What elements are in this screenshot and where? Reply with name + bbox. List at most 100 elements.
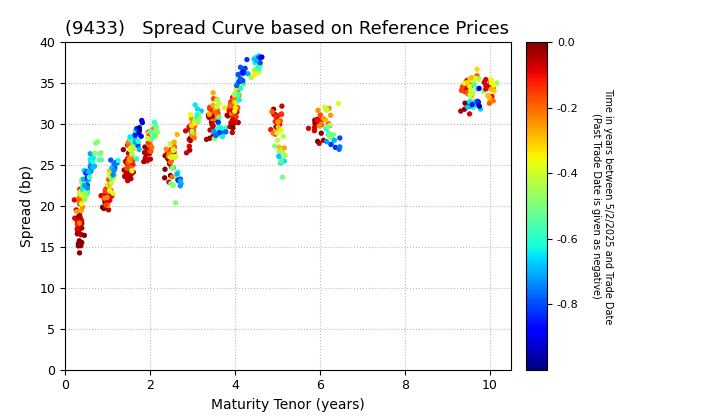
Point	[125, 134, 136, 140]
Point	[277, 174, 289, 181]
Point	[128, 144, 140, 150]
Point	[78, 182, 90, 189]
Point	[226, 110, 238, 117]
Point	[144, 146, 156, 152]
Point	[122, 167, 134, 173]
Point	[174, 183, 186, 189]
Point	[99, 189, 111, 196]
Point	[120, 173, 131, 179]
Point	[487, 84, 499, 91]
Point	[270, 129, 282, 136]
Point	[210, 109, 221, 116]
Point	[253, 54, 264, 60]
Point	[71, 225, 83, 232]
Point	[168, 153, 179, 160]
Point	[81, 192, 92, 199]
Point	[275, 127, 287, 134]
Point	[84, 156, 96, 163]
Point	[122, 142, 134, 149]
Point	[466, 102, 477, 109]
Point	[250, 60, 261, 67]
Point	[125, 158, 136, 164]
Point	[143, 132, 155, 139]
Point	[88, 155, 99, 161]
Point	[99, 188, 111, 195]
Point	[279, 144, 290, 151]
Point	[480, 86, 492, 92]
Point	[267, 130, 279, 136]
Point	[210, 132, 222, 139]
Point	[169, 154, 181, 160]
Point	[80, 188, 91, 195]
Point	[144, 148, 156, 155]
Point	[274, 148, 285, 155]
Point	[71, 231, 83, 237]
Point	[313, 122, 325, 129]
Point	[138, 158, 150, 165]
Point	[255, 60, 266, 67]
Point	[171, 171, 183, 177]
Point	[469, 81, 480, 88]
Point	[73, 227, 85, 234]
Point	[324, 133, 336, 140]
Point	[133, 129, 145, 136]
Point	[319, 104, 330, 111]
Point	[106, 180, 117, 186]
Point	[170, 200, 181, 206]
Point	[311, 122, 323, 129]
Point	[101, 192, 112, 199]
Point	[333, 100, 344, 107]
Point	[235, 76, 246, 82]
Point	[150, 133, 161, 140]
Point	[189, 135, 200, 142]
Point	[103, 194, 114, 201]
Point	[102, 182, 113, 189]
Point	[76, 176, 88, 183]
Point	[107, 172, 119, 178]
Point	[74, 200, 86, 207]
Text: Time in years between 5/2/2025 and Trade Date
(Past Trade Date is given as negat: Time in years between 5/2/2025 and Trade…	[591, 88, 613, 324]
Point	[131, 125, 143, 132]
Point	[124, 136, 135, 143]
Point	[142, 135, 153, 142]
Point	[76, 199, 87, 205]
Point	[224, 102, 235, 109]
Point	[203, 114, 215, 121]
Point	[206, 118, 217, 125]
Point	[233, 90, 244, 97]
Point	[485, 94, 497, 100]
Point	[228, 125, 239, 131]
Point	[468, 104, 480, 111]
Point	[485, 76, 497, 83]
Point	[225, 119, 237, 126]
Point	[71, 208, 83, 215]
Point	[311, 120, 323, 126]
Point	[184, 137, 196, 144]
Point	[232, 80, 243, 87]
Point	[141, 148, 153, 155]
Point	[194, 114, 205, 121]
Point	[143, 130, 155, 137]
Point	[77, 186, 89, 192]
Point	[104, 187, 115, 194]
Point	[79, 196, 91, 203]
Point	[473, 85, 485, 92]
Point	[465, 77, 477, 84]
Point	[82, 175, 94, 182]
Point	[168, 181, 179, 188]
Point	[204, 111, 215, 118]
Point	[273, 126, 284, 133]
Point	[72, 214, 84, 221]
Point	[76, 186, 88, 192]
Point	[271, 118, 282, 124]
Point	[268, 111, 279, 118]
Point	[272, 137, 284, 144]
Point	[105, 178, 117, 185]
Point	[461, 78, 472, 85]
Point	[126, 151, 138, 158]
Point	[90, 140, 102, 147]
Point	[87, 164, 99, 171]
Point	[474, 106, 486, 113]
Point	[81, 176, 93, 183]
Point	[73, 240, 84, 247]
